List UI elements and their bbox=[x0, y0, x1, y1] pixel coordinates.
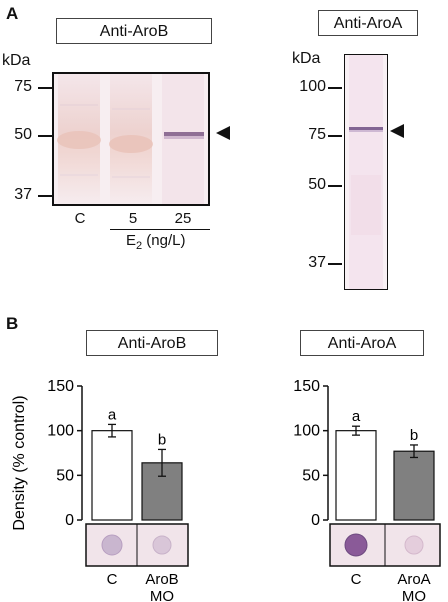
marker-37-left: 37 bbox=[14, 186, 32, 203]
condition-label-sub: 2 bbox=[136, 240, 143, 252]
marker-37-right: 37 bbox=[308, 254, 326, 271]
category-label-2: MO bbox=[150, 588, 174, 602]
y-tick-label: 100 bbox=[293, 423, 320, 440]
band-arrow-icon-left bbox=[216, 126, 230, 140]
condition-label-unit: (ng/L) bbox=[142, 232, 186, 249]
marker-50-left: 50 bbox=[14, 126, 32, 143]
marker-75-right: 75 bbox=[308, 126, 326, 143]
condition-label: E2 (ng/L) bbox=[126, 232, 186, 252]
marker-tick-75-right bbox=[328, 135, 342, 137]
marker-tick-37-right bbox=[328, 263, 342, 265]
y-axis-label: Density (% control) bbox=[11, 395, 28, 530]
dot-blot-spot-1 bbox=[101, 534, 123, 556]
y-tick-label: 150 bbox=[47, 378, 74, 395]
antibody-label-aroa: Anti-AroA bbox=[318, 10, 418, 36]
marker-tick-75-left bbox=[38, 87, 52, 89]
band-arrow-icon-right bbox=[390, 124, 404, 138]
blot-image-arob bbox=[54, 74, 208, 204]
significance-label-1: a bbox=[352, 408, 361, 425]
lane-label-c: C bbox=[74, 210, 86, 227]
y-tick-label: 150 bbox=[293, 378, 320, 395]
y-tick-label: 50 bbox=[302, 467, 320, 484]
y-tick-label: 0 bbox=[311, 512, 320, 529]
category-label-2: AroB bbox=[145, 571, 178, 588]
antibody-label-arob: Anti-AroB bbox=[56, 18, 212, 44]
kda-unit-right: kDa bbox=[292, 50, 321, 67]
panel-b-letter: B bbox=[6, 314, 19, 333]
significance-label-2: b bbox=[158, 431, 166, 448]
panel-a-letter: A bbox=[6, 4, 19, 23]
category-label-2: MO bbox=[402, 588, 426, 602]
blot-image-aroa bbox=[345, 55, 387, 289]
y-tick-label: 100 bbox=[47, 423, 74, 440]
significance-label-1: a bbox=[108, 406, 117, 423]
lane-label-5: 5 bbox=[128, 210, 138, 227]
dot-blot-spot-1 bbox=[344, 533, 368, 557]
category-label-1: C bbox=[351, 571, 362, 588]
chart-title-arob: Anti-AroB bbox=[86, 330, 218, 356]
category-label-1: C bbox=[107, 571, 118, 588]
chart-title-aroa: Anti-AroA bbox=[300, 330, 424, 356]
condition-bracket-line bbox=[110, 229, 210, 230]
bar-1 bbox=[91, 430, 133, 521]
category-label-2: AroA bbox=[397, 571, 430, 588]
marker-tick-100-right bbox=[328, 87, 342, 89]
condition-label-main: E bbox=[126, 232, 137, 249]
y-tick-label: 50 bbox=[56, 467, 74, 484]
lane-label-25: 25 bbox=[174, 210, 192, 227]
bar-2 bbox=[393, 450, 435, 521]
dot-blot-spot-2 bbox=[404, 535, 424, 555]
marker-tick-37-left bbox=[38, 195, 52, 197]
marker-100-right: 100 bbox=[299, 78, 326, 95]
marker-tick-50-right bbox=[328, 185, 342, 187]
dot-blot-spot-2 bbox=[152, 535, 172, 555]
marker-tick-50-left bbox=[38, 135, 52, 137]
y-tick-label: 0 bbox=[65, 512, 74, 529]
western-blot-arob bbox=[52, 72, 210, 206]
kda-unit-left: kDa bbox=[2, 52, 31, 69]
significance-label-2: b bbox=[410, 427, 418, 444]
marker-75-left: 75 bbox=[14, 78, 32, 95]
bar-1 bbox=[335, 430, 377, 521]
western-blot-aroa bbox=[344, 54, 388, 290]
marker-50-right: 50 bbox=[308, 176, 326, 193]
